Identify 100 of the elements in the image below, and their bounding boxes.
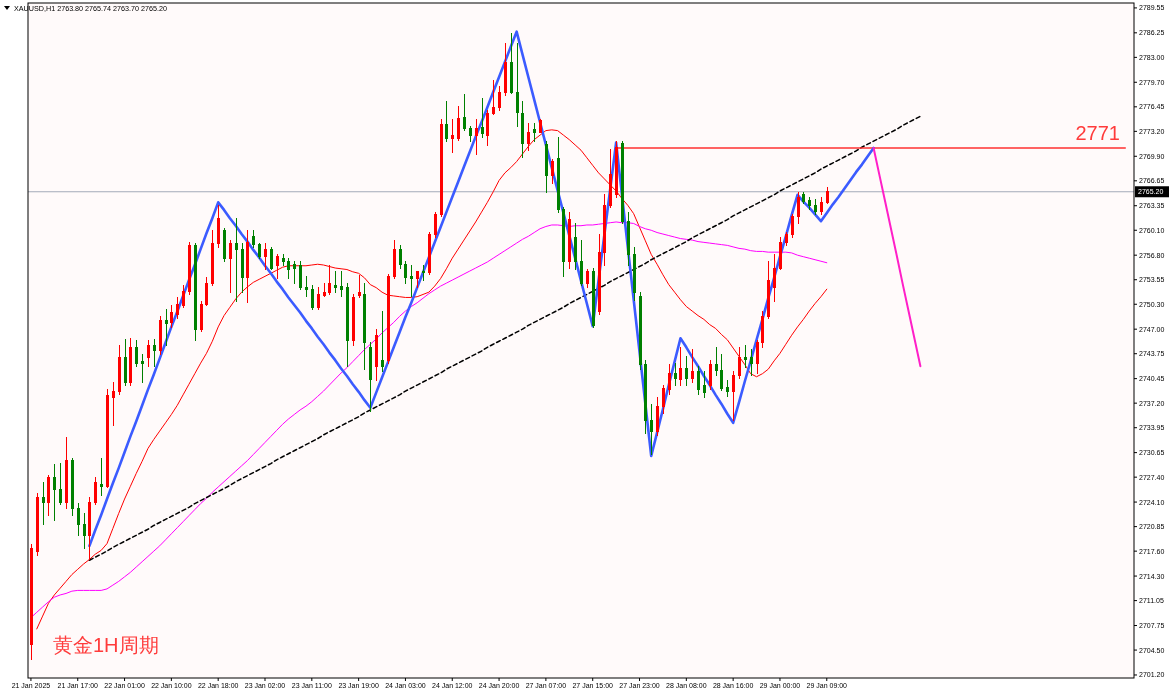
candlestick (305, 275, 308, 298)
candlestick (697, 366, 700, 395)
candlestick (53, 463, 56, 521)
candlestick (276, 253, 279, 280)
annotation: 黄金1H周期 (53, 634, 159, 656)
candlestick (750, 349, 753, 377)
candlestick (715, 346, 718, 377)
candlestick (83, 512, 86, 550)
candlestick (761, 311, 764, 348)
candlestick (802, 192, 805, 205)
candlestick (521, 101, 524, 158)
candlestick (42, 481, 45, 526)
candlestick (252, 229, 255, 249)
candlestick (100, 457, 103, 496)
candlestick (358, 275, 361, 298)
candlestick (94, 477, 97, 505)
candlestick (141, 353, 144, 384)
candlestick (603, 194, 606, 267)
candlestick (287, 258, 290, 280)
candlestick (334, 271, 337, 293)
candlestick (820, 196, 823, 215)
candlestick (486, 109, 489, 147)
candlestick (826, 187, 829, 204)
candlestick (732, 370, 735, 422)
candlestick (241, 242, 244, 293)
candlestick (293, 260, 296, 284)
candlestick (129, 337, 132, 386)
candlestick (726, 380, 729, 397)
candlestick (709, 360, 712, 391)
candlestick (165, 309, 168, 346)
candlestick (510, 32, 513, 95)
candlestick (182, 284, 185, 308)
candlestick (703, 370, 706, 399)
candlestick (299, 260, 302, 291)
candlestick (744, 344, 747, 369)
candlestick (328, 265, 331, 295)
candlestick (270, 247, 273, 271)
candlestick (557, 136, 560, 213)
candlestick (545, 140, 548, 194)
candlestick (135, 340, 138, 368)
candlestick (258, 242, 261, 260)
candlestick (463, 93, 466, 132)
candlestick (59, 463, 62, 505)
candlestick (369, 342, 372, 412)
candlestick (170, 304, 173, 329)
candlestick (627, 211, 630, 267)
line-series (88, 115, 922, 561)
candlestick (562, 207, 565, 277)
candlestick (691, 349, 694, 384)
candlestick (814, 198, 817, 215)
candlestick (311, 284, 314, 311)
candlestick (375, 329, 378, 382)
candlestick (469, 125, 472, 142)
candlestick (679, 346, 682, 386)
candlestick (574, 222, 577, 271)
candlestick (650, 404, 653, 456)
candlestick (317, 287, 320, 311)
candlestick (568, 211, 571, 269)
candlestick (416, 270, 419, 289)
candlestick (451, 118, 454, 153)
candlestick (235, 218, 238, 302)
candlestick (481, 97, 484, 138)
candlestick (147, 340, 150, 368)
line-series (872, 146, 922, 368)
candlestick (159, 315, 162, 355)
candlestick (668, 364, 671, 395)
candlestick (200, 300, 203, 332)
candlestick (434, 211, 437, 238)
candlestick (457, 105, 460, 141)
candlestick (533, 123, 536, 142)
candlestick (767, 260, 770, 320)
candlestick (246, 229, 249, 304)
candlestick (282, 253, 285, 267)
candlestick (223, 227, 226, 262)
candlestick (88, 497, 91, 560)
candlestick (662, 384, 665, 415)
candlestick (720, 353, 723, 391)
candlestick (609, 148, 612, 209)
candlestick (808, 197, 811, 211)
candlestick (785, 232, 788, 246)
candlestick (399, 244, 402, 269)
candlestick (393, 240, 396, 280)
candlestick (779, 236, 782, 271)
candlestick (598, 234, 601, 315)
candlestick (656, 397, 659, 437)
candlestick (153, 339, 156, 368)
candlestick (498, 85, 501, 111)
candlestick (323, 282, 326, 298)
candlestick (404, 260, 407, 284)
line-series (30, 221, 828, 619)
candlestick (176, 296, 179, 320)
candlestick (47, 475, 50, 517)
candlestick (340, 270, 343, 298)
candlestick (229, 240, 232, 293)
candlestick (445, 101, 448, 142)
candlestick (492, 80, 495, 116)
candlestick (36, 492, 39, 557)
candlestick (644, 360, 647, 434)
candlestick (71, 457, 74, 517)
candlestick (738, 346, 741, 379)
